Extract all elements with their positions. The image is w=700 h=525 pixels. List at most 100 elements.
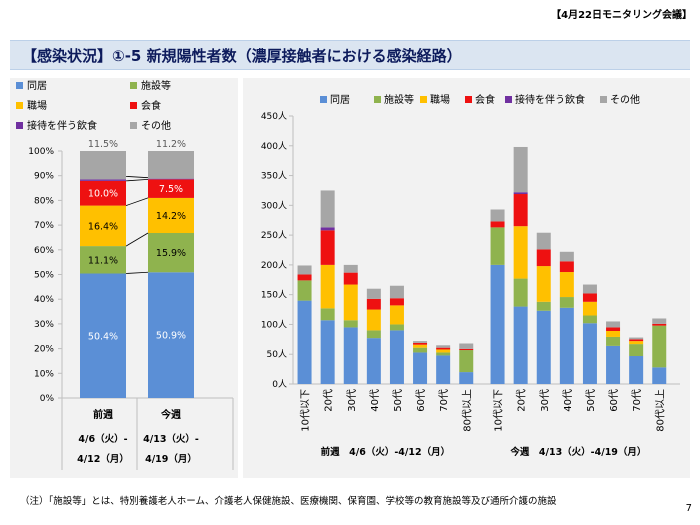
count-bar-segment — [559, 261, 574, 273]
y-tick-label: 10% — [34, 369, 54, 379]
y-tick-label: 0% — [40, 394, 55, 404]
x-tick-label-right: 80代以上 — [461, 389, 473, 432]
x-tick-label-right: 20代 — [516, 389, 528, 412]
x-tick-label-right: 10代以下 — [300, 389, 312, 432]
count-bar-segment — [490, 221, 505, 228]
count-bar-segment — [629, 337, 644, 340]
legend-swatch-0 — [16, 82, 23, 89]
count-bar-segment — [343, 264, 358, 273]
count-bar-segment — [606, 336, 621, 346]
legend-label-2: 職場 — [27, 99, 47, 112]
legend-label-1: 施設等 — [141, 79, 171, 92]
pct-bar-segment — [80, 273, 126, 398]
pct-data-label: 14.2% — [156, 211, 186, 222]
y-tick-label-right: 200人 — [261, 260, 287, 271]
count-bar-segment — [297, 280, 312, 301]
x-tick-label-right: 30代 — [539, 389, 551, 412]
x-tick-label-right: 40代 — [369, 389, 381, 412]
count-bar-segment — [536, 310, 551, 384]
count-bar-segment — [582, 301, 597, 316]
y-tick-label: 70% — [34, 221, 54, 231]
count-bar-segment — [297, 274, 312, 281]
group-label: 今週 4/13（火）-4/19（月） — [509, 446, 646, 458]
count-bar-segment — [582, 293, 597, 302]
x-tick-label-right: 20代 — [323, 389, 335, 412]
count-bar-segment — [366, 330, 381, 339]
legend-swatch-right — [320, 96, 327, 103]
count-bar-segment — [513, 146, 528, 193]
count-bar-segment — [366, 288, 381, 299]
count-bar-segment — [559, 251, 574, 262]
count-bar-segment — [606, 327, 621, 331]
y-tick-label-right: 450人 — [261, 111, 287, 122]
count-bar-segment — [513, 194, 528, 227]
pct-bar-segment — [148, 178, 194, 180]
legend-swatch-5 — [130, 122, 137, 129]
pct-bar-segment — [80, 179, 126, 181]
pct-data-label: 11.1% — [88, 255, 118, 266]
count-bar-segment — [513, 278, 528, 307]
x-tick-label-right: 70代 — [438, 389, 450, 412]
count-bar-segment — [513, 306, 528, 384]
y-tick-label: 60% — [34, 246, 54, 256]
x-tick-label-right: 70代 — [631, 389, 643, 412]
count-bar-segment — [536, 232, 551, 250]
category-date-start: 4/13（火）- — [143, 433, 199, 445]
group-label: 前週 4/6（火）-4/12（月） — [321, 446, 450, 458]
count-bar-segment — [413, 344, 428, 348]
count-bar-segment — [389, 324, 404, 331]
count-bar-segment — [629, 339, 644, 342]
count-bar-segment — [413, 352, 428, 384]
pct-data-label: 10.0% — [88, 189, 118, 200]
category-label: 前週 — [93, 408, 113, 421]
y-tick-label-right: 150人 — [261, 290, 287, 301]
count-bar-segment — [320, 264, 335, 309]
meeting-label: 【4月22日モニタリング会議】 — [551, 10, 692, 21]
count-bar-segment — [389, 285, 404, 299]
page-title: 【感染状況】①-5 新規陽性者数（濃厚接触者における感染経路） — [22, 47, 462, 65]
y-tick-label-right: 400人 — [261, 141, 287, 152]
pct-bar-segment — [80, 246, 126, 274]
count-bar-segment — [436, 352, 451, 356]
connector-line — [125, 179, 149, 182]
count-bar-segment — [366, 298, 381, 310]
legend-swatch-4 — [16, 122, 23, 129]
legend-swatch-right — [374, 96, 381, 103]
count-bar-segment — [629, 356, 644, 384]
count-bar-segment — [652, 323, 667, 326]
count-bar-segment — [559, 297, 574, 308]
count-bar-segment — [559, 272, 574, 298]
y-tick-label: 50% — [34, 271, 54, 281]
legend-label-right: 会食 — [475, 93, 495, 106]
count-bar-segment — [343, 272, 358, 285]
pct-bar-segment — [148, 197, 194, 234]
count-bar-segment — [536, 301, 551, 311]
legend-swatch-right — [465, 96, 472, 103]
count-bar-segment — [320, 227, 335, 231]
x-tick-label-right: 60代 — [608, 389, 620, 412]
category-date-start: 4/6（火）- — [78, 433, 127, 445]
count-bar-segment — [297, 300, 312, 384]
connector-line — [125, 176, 149, 179]
y-tick-label: 30% — [34, 320, 54, 330]
count-bar-segment — [629, 344, 644, 357]
count-bar-segment — [459, 348, 474, 351]
legend-label-right: 同居 — [330, 94, 350, 106]
legend-swatch-3 — [130, 102, 137, 109]
pct-bar-segment — [148, 272, 194, 398]
title-bar: 【感染状況】①-5 新規陽性者数（濃厚接触者における感染経路） — [10, 40, 690, 70]
count-bar-segment — [389, 330, 404, 384]
pct-bar-segment — [80, 205, 126, 247]
pct-bar-segment — [148, 179, 194, 198]
x-tick-label-right: 50代 — [392, 389, 404, 412]
count-bar-segment — [582, 323, 597, 384]
pct-data-label: 11.5% — [88, 139, 118, 150]
pct-bar-segment — [148, 233, 194, 273]
pct-data-label: 50.9% — [156, 331, 186, 342]
legend-swatch-right — [505, 96, 512, 103]
pct-bar-segment — [80, 180, 126, 206]
y-tick-label: 20% — [34, 345, 54, 355]
count-bar-segment — [389, 305, 404, 325]
legend-swatch-right — [600, 96, 607, 103]
